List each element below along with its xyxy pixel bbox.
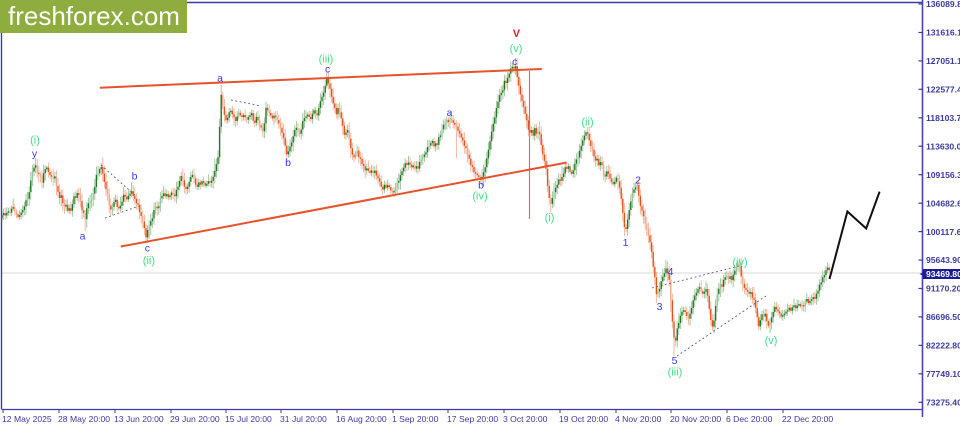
- svg-text:4 Nov 20:00: 4 Nov 20:00: [615, 414, 662, 424]
- svg-text:100117.60: 100117.60: [926, 227, 960, 237]
- svg-text:5: 5: [672, 355, 678, 367]
- svg-text:(iv): (iv): [732, 257, 747, 269]
- svg-text:V: V: [513, 28, 521, 40]
- svg-text:29 Jun 20:00: 29 Jun 20:00: [170, 414, 220, 424]
- svg-text:(ii): (ii): [143, 255, 155, 267]
- svg-text:1 Sep 20:00: 1 Sep 20:00: [392, 414, 439, 424]
- svg-text:3 Oct 20:00: 3 Oct 20:00: [503, 414, 548, 424]
- svg-text:31 Jul 20:00: 31 Jul 20:00: [280, 414, 327, 424]
- svg-text:136089.80: 136089.80: [926, 0, 960, 9]
- svg-text:a: a: [447, 107, 453, 119]
- svg-text:22 Dec 20:00: 22 Dec 20:00: [782, 414, 833, 424]
- svg-text:93469.80: 93469.80: [926, 269, 960, 279]
- svg-text:c: c: [145, 242, 150, 254]
- svg-text:(iii): (iii): [319, 53, 334, 65]
- svg-text:82222.80: 82222.80: [926, 341, 960, 351]
- svg-text:19 Oct 20:00: 19 Oct 20:00: [559, 414, 608, 424]
- svg-text:(iv): (iv): [472, 191, 487, 203]
- svg-text:b: b: [132, 171, 138, 183]
- svg-text:b: b: [478, 180, 484, 192]
- svg-text:91170.20: 91170.20: [926, 284, 960, 294]
- svg-text:113630.00: 113630.00: [926, 141, 960, 151]
- svg-text:118103.70: 118103.70: [926, 113, 960, 123]
- svg-text:(v): (v): [510, 43, 523, 55]
- svg-text:109156.30: 109156.30: [926, 170, 960, 180]
- svg-text:(i): (i): [30, 135, 40, 147]
- svg-text:131616.10: 131616.10: [926, 28, 960, 38]
- svg-text:(ii): (ii): [581, 117, 593, 129]
- svg-text:c: c: [512, 56, 517, 68]
- svg-text:73275.40: 73275.40: [926, 398, 960, 408]
- svg-text:y: y: [32, 148, 38, 160]
- svg-text:12 May 2025: 12 May 2025: [2, 414, 52, 424]
- svg-text:20 Nov 20:00: 20 Nov 20:00: [670, 414, 721, 424]
- svg-text:13 Jun 20:00: 13 Jun 20:00: [114, 414, 164, 424]
- svg-text:a: a: [80, 231, 86, 243]
- svg-text:122577.40: 122577.40: [926, 85, 960, 95]
- svg-text:(iii): (iii): [668, 367, 683, 379]
- svg-text:1: 1: [623, 237, 629, 249]
- svg-text:127051.10: 127051.10: [926, 56, 960, 66]
- svg-text:(i): (i): [545, 212, 555, 224]
- svg-text:28 May 20:00: 28 May 20:00: [58, 414, 110, 424]
- svg-text:(v): (v): [765, 335, 778, 347]
- svg-text:a: a: [217, 73, 223, 85]
- svg-text:104682.60: 104682.60: [926, 198, 960, 208]
- svg-text:b: b: [285, 157, 291, 169]
- svg-text:77749.10: 77749.10: [926, 369, 960, 379]
- svg-text:c: c: [325, 63, 330, 75]
- svg-text:2: 2: [635, 175, 641, 187]
- svg-text:16 Aug 20:00: 16 Aug 20:00: [336, 414, 387, 424]
- svg-text:17 Sep 20:00: 17 Sep 20:00: [447, 414, 498, 424]
- svg-text:86696.50: 86696.50: [926, 312, 960, 322]
- svg-text:3: 3: [657, 301, 663, 313]
- svg-text:15 Jul 20:00: 15 Jul 20:00: [225, 414, 272, 424]
- svg-text:4: 4: [668, 266, 674, 278]
- svg-text:6 Dec 20:00: 6 Dec 20:00: [726, 414, 773, 424]
- svg-text:95643.90: 95643.90: [926, 255, 960, 265]
